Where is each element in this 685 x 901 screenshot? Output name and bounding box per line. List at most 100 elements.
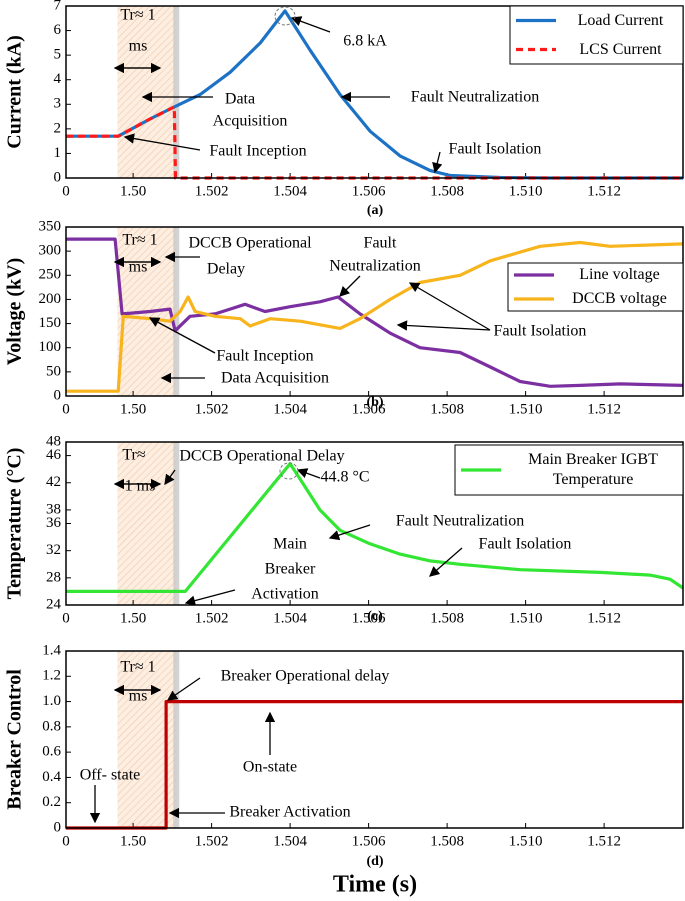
annotation: ms xyxy=(129,38,148,55)
y-tick-label: 42 xyxy=(46,474,61,490)
y-tick-label: 36 xyxy=(46,515,62,531)
y-tick-label: 5 xyxy=(54,47,62,63)
y-tick-label: 24 xyxy=(46,596,62,612)
annotation: DCCB Operational Delay xyxy=(179,448,344,465)
delay-region xyxy=(117,6,177,178)
x-tick-label: 1.50 xyxy=(120,183,146,199)
series-line xyxy=(66,240,684,393)
y-tick-label: 32 xyxy=(46,542,61,558)
annotation: Fault Neutralization xyxy=(411,89,539,106)
x-tick-label: 1.510 xyxy=(509,401,543,417)
x-tick-label: 1.506 xyxy=(352,610,386,626)
annotation: ms xyxy=(129,688,148,705)
x-tick-label: 1.50 xyxy=(120,401,146,417)
x-tick-label: 1.504 xyxy=(273,610,307,626)
annotation: Acquisition xyxy=(213,113,288,130)
y-tick-label: 4 xyxy=(54,71,62,87)
y-tick-label: 0 xyxy=(54,387,62,403)
panel-label: (d) xyxy=(366,854,383,869)
y-tick-label: 0 xyxy=(54,169,62,185)
y-tick-label: 350 xyxy=(39,218,62,234)
origin-label: 0 xyxy=(62,183,70,199)
x-tick-label: 1.502 xyxy=(195,833,229,849)
annotation-arrow xyxy=(296,468,321,479)
annotation: Breaker xyxy=(265,561,316,578)
annotation: Fault Inception xyxy=(209,143,306,160)
annotation: Data Acquisition xyxy=(221,370,329,387)
delay-band xyxy=(173,442,180,605)
y-tick-label: 6 xyxy=(54,22,62,38)
x-tick-label: 1.508 xyxy=(430,183,464,199)
delay-band xyxy=(173,227,180,396)
y-tick-label: 0 xyxy=(54,819,62,835)
annotation: Activation xyxy=(251,586,319,603)
annotation-arrow xyxy=(328,524,371,541)
annotation: Breaker Activation xyxy=(229,804,350,821)
annotation: Fault xyxy=(364,235,397,252)
annotation-arrow xyxy=(408,282,491,331)
legend-box xyxy=(509,5,684,65)
y-tick-label: 38 xyxy=(46,501,61,517)
x-tick-label: 1.508 xyxy=(430,401,464,417)
origin-label: 0 xyxy=(62,833,70,849)
y-tick-label: 48 xyxy=(46,433,61,449)
legend-entry-box: Load Current xyxy=(577,11,664,29)
legend-entry-box: Line voltage xyxy=(579,266,659,283)
panel-label: (a) xyxy=(367,203,384,218)
x-tick-label: 1.504 xyxy=(273,183,307,199)
annotation-arrow xyxy=(432,151,443,174)
annotation: Off- state xyxy=(80,767,141,784)
y-tick-label: 200 xyxy=(39,291,62,307)
y-tick-label: 1.0 xyxy=(42,693,61,709)
x-tick-label: 1.512 xyxy=(587,401,621,417)
y-tick-label: 0.6 xyxy=(42,744,61,760)
y-axis-label: Voltage (kV) xyxy=(4,258,26,366)
x-tick-label: 1.504 xyxy=(273,401,307,417)
annotation: Fault Isolation xyxy=(494,323,587,340)
plot-frame xyxy=(65,5,684,179)
annotation-arrow xyxy=(166,677,201,701)
legend-label: Load Current xyxy=(577,11,664,29)
y-tick-label: 28 xyxy=(46,569,61,585)
y-tick-label: 3 xyxy=(54,96,62,112)
annotation-arrow xyxy=(339,275,361,297)
annotation: 6.8 kA xyxy=(343,33,387,50)
annotation-arrow xyxy=(123,133,201,151)
annotation: On-state xyxy=(243,759,297,776)
annotation: DCCB Operational xyxy=(188,235,312,252)
legend-entry-box: Main Breaker IGBT Temperature xyxy=(528,451,658,488)
panel-label: (b) xyxy=(366,395,383,410)
annotation: Tr≈ 1 xyxy=(120,7,155,24)
annotation-arrow xyxy=(164,469,176,486)
y-axis-label: Current (kA) xyxy=(4,35,26,149)
x-axis-label: Time (s) xyxy=(333,872,417,898)
x-tick-label: 1.510 xyxy=(509,833,543,849)
y-tick-label: 1.2 xyxy=(42,668,61,684)
annotation: Fault Isolation xyxy=(449,141,542,158)
plot-frame xyxy=(65,441,684,606)
annotation-arrow xyxy=(148,317,216,354)
annotation: Fault Neutralization xyxy=(396,513,524,530)
delay-band xyxy=(173,651,180,828)
y-tick-label: 100 xyxy=(39,339,62,355)
annotation-arrow xyxy=(396,320,491,331)
y-tick-label: 1 xyxy=(54,145,62,161)
annotation: 1 ms xyxy=(125,478,156,495)
annotation: Data xyxy=(225,91,255,108)
legend-entry-box: LCS Current xyxy=(579,41,661,58)
delay-band xyxy=(173,6,180,178)
annotation: Fault Inception xyxy=(216,348,313,365)
y-tick-label: 2 xyxy=(54,120,62,136)
y-axis-label: Temperature (°C) xyxy=(4,448,26,600)
x-tick-label: 1.502 xyxy=(195,610,229,626)
y-axis-label: Breaker Control xyxy=(4,669,26,810)
y-tick-label: 150 xyxy=(39,315,62,331)
annotation: Tr≈ 1 xyxy=(120,659,155,676)
x-tick-label: 1.512 xyxy=(587,183,621,199)
y-tick-label: 0.4 xyxy=(42,769,61,785)
x-tick-label: 1.510 xyxy=(509,610,543,626)
x-tick-label: 1.506 xyxy=(352,183,386,199)
x-tick-label: 1.506 xyxy=(352,833,386,849)
x-tick-label: 1.508 xyxy=(430,833,464,849)
annotation-arrow xyxy=(290,16,331,33)
